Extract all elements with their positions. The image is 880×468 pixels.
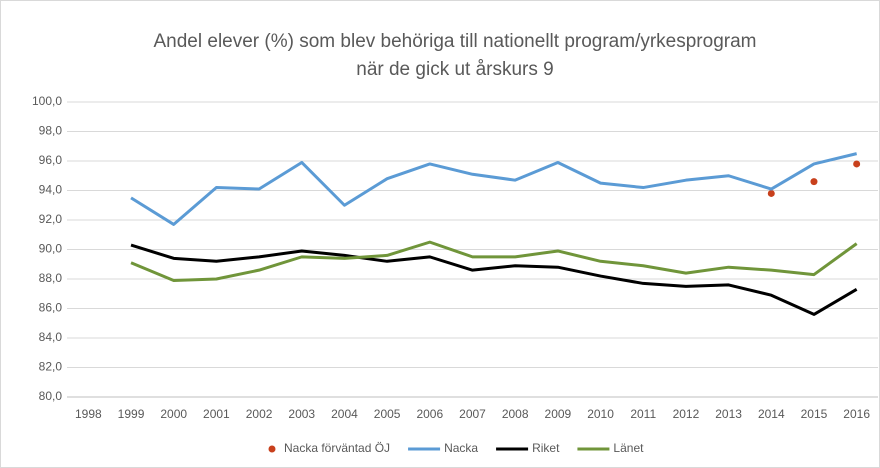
y-tick-label: 80,0: [39, 389, 63, 403]
x-tick-label: 2016: [843, 407, 870, 421]
legend-marker: [268, 445, 276, 453]
y-tick-label: 94,0: [39, 183, 63, 197]
x-tick-label: 2013: [715, 407, 742, 421]
x-tick-label: 2000: [160, 407, 187, 421]
y-tick-label: 86,0: [39, 301, 63, 315]
legend-label: Nacka: [444, 441, 478, 455]
legend-label: Länet: [613, 441, 644, 455]
x-tick-label: 2014: [758, 407, 785, 421]
x-tick-label: 2006: [416, 407, 443, 421]
marker: [767, 189, 775, 197]
y-tick-label: 84,0: [39, 330, 63, 344]
legend-label: Nacka förväntad ÖJ: [284, 441, 390, 455]
y-tick-label: 82,0: [39, 360, 63, 374]
x-tick-label: 2012: [673, 407, 700, 421]
y-tick-label: 90,0: [39, 242, 63, 256]
marker: [853, 160, 861, 168]
y-tick-label: 88,0: [39, 271, 63, 285]
x-tick-label: 2004: [331, 407, 358, 421]
x-tick-label: 2010: [587, 407, 614, 421]
x-tick-label: 2003: [288, 407, 315, 421]
x-tick-label: 2009: [545, 407, 572, 421]
x-tick-label: 1998: [75, 407, 102, 421]
line: [130, 243, 858, 316]
legend-label: Riket: [532, 441, 560, 455]
y-tick-label: 98,0: [39, 124, 63, 138]
marker: [810, 178, 818, 186]
line: [130, 240, 858, 282]
chart-title: Andel elever (%) som blev behöriga till …: [154, 31, 757, 52]
x-tick-label: 2002: [246, 407, 273, 421]
x-tick-label: 2007: [459, 407, 486, 421]
x-tick-label: 1999: [118, 407, 145, 421]
chart-title: när de gick ut årskurs 9: [356, 59, 553, 80]
x-tick-label: 2001: [203, 407, 230, 421]
y-tick-label: 96,0: [39, 153, 63, 167]
x-tick-label: 2005: [374, 407, 401, 421]
y-tick-label: 92,0: [39, 212, 63, 226]
x-tick-label: 2008: [502, 407, 529, 421]
x-tick-label: 2011: [630, 407, 656, 421]
line: [130, 152, 858, 226]
y-tick-label: 100,0: [32, 94, 62, 108]
x-tick-label: 2015: [801, 407, 828, 421]
